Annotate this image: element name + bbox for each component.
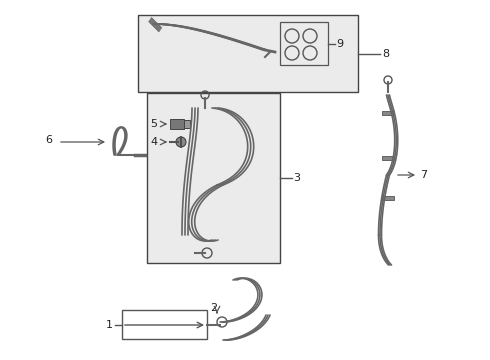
Text: 6: 6 xyxy=(45,135,52,145)
Bar xyxy=(280,22,328,65)
Bar xyxy=(382,156,394,160)
Text: 1: 1 xyxy=(106,320,113,330)
Bar xyxy=(382,196,394,200)
Text: 3: 3 xyxy=(293,173,300,183)
Text: 8: 8 xyxy=(382,49,389,59)
Bar xyxy=(138,15,358,92)
Bar xyxy=(122,310,207,339)
Text: 2: 2 xyxy=(210,303,217,313)
Bar xyxy=(170,119,184,129)
Text: 4: 4 xyxy=(150,137,157,147)
Bar xyxy=(382,111,394,115)
Circle shape xyxy=(176,137,186,147)
Text: 5: 5 xyxy=(150,119,157,129)
Bar xyxy=(147,93,280,263)
Text: 7: 7 xyxy=(420,170,427,180)
Text: 9: 9 xyxy=(336,39,343,49)
Bar xyxy=(184,120,190,128)
